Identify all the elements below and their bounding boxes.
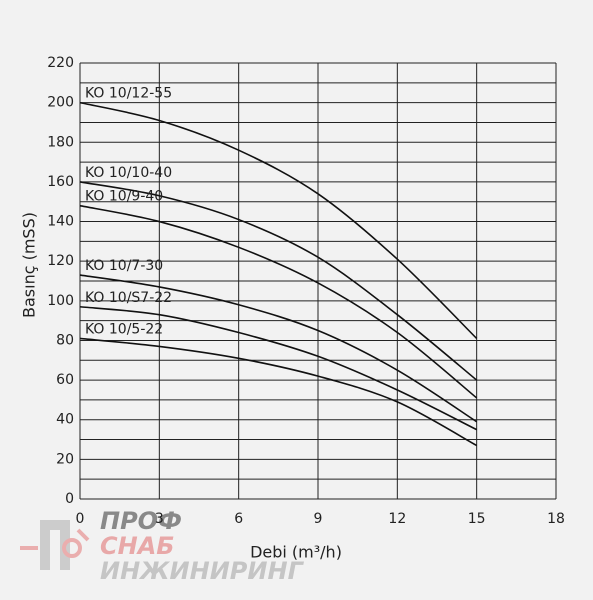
watermark-text: ПРОФ <box>100 507 182 535</box>
y-tick-label: 80 <box>56 332 74 348</box>
curve <box>79 274 478 423</box>
y-tick-label: 20 <box>56 451 74 467</box>
curve <box>79 101 478 340</box>
y-tick-label: 100 <box>47 293 74 309</box>
curve <box>79 204 478 399</box>
y-tick-label: 120 <box>47 253 74 269</box>
y-tick-label: 160 <box>47 174 74 190</box>
x-tick-label: 18 <box>547 511 565 527</box>
curve-label: KO 10/7-30 <box>85 258 163 274</box>
watermark-text: СНАБ <box>100 532 175 560</box>
watermark-logo <box>20 520 90 570</box>
curve-label: KO 10/9-40 <box>85 189 163 205</box>
curve <box>79 181 478 381</box>
x-axis-label: Debi (m³/h) <box>250 543 342 562</box>
curve-label: KO 10/12-55 <box>85 86 172 102</box>
x-tick-label: 12 <box>388 511 406 527</box>
y-tick-label: 180 <box>47 134 74 150</box>
y-tick-label: 220 <box>47 55 74 71</box>
curve-label: KO 10/5-22 <box>85 321 163 337</box>
y-tick-label: 140 <box>47 214 74 230</box>
y-tick-label: 40 <box>56 412 74 428</box>
curve <box>79 305 478 431</box>
curve <box>79 337 478 447</box>
y-tick-label: 200 <box>47 95 74 111</box>
logo-gear <box>62 538 82 558</box>
x-tick-label: 3 <box>155 511 164 527</box>
x-tick-label: 0 <box>76 511 85 527</box>
x-tick-label: 6 <box>234 511 243 527</box>
y-tick-label: 60 <box>56 372 74 388</box>
logo-shape <box>40 520 70 570</box>
curve-label: KO 10/10-40 <box>85 165 172 181</box>
y-axis-label: Basınç (mSS) <box>20 212 39 318</box>
watermark-text: ИНЖИНИРИНГ <box>100 557 305 585</box>
x-tick-label: 15 <box>468 511 486 527</box>
x-tick-label: 9 <box>314 511 323 527</box>
curve-label: KO 10/S7-22 <box>85 290 172 306</box>
y-tick-label: 0 <box>65 491 74 507</box>
logo-accent <box>20 528 90 550</box>
